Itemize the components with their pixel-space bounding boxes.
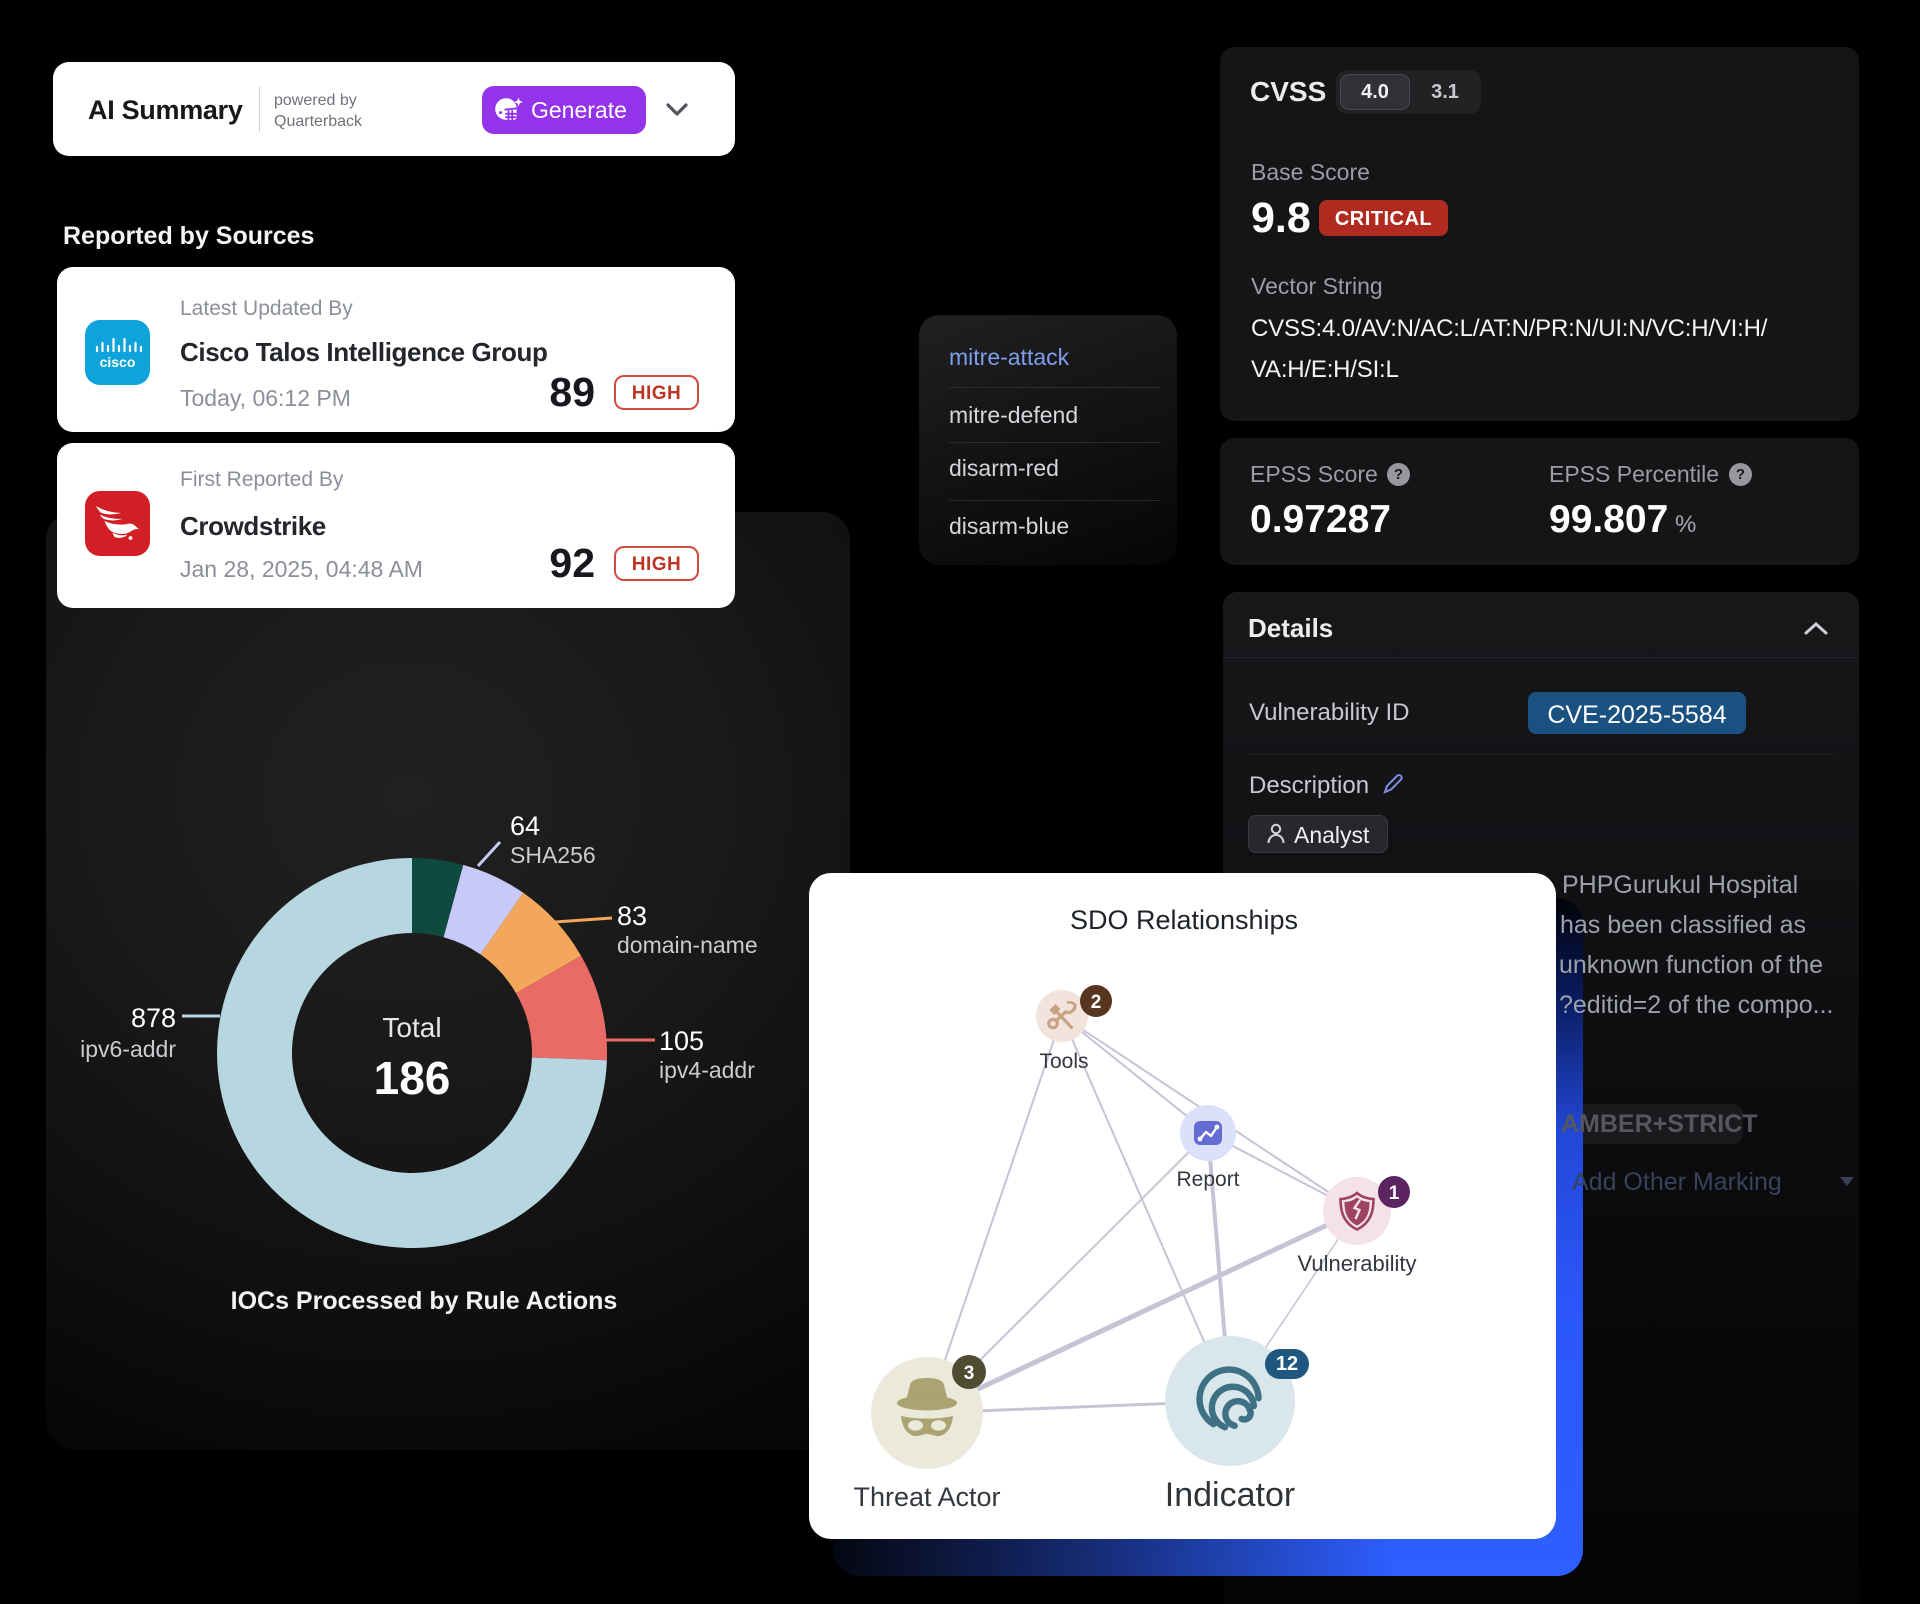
svg-text:2: 2 <box>1091 992 1102 1013</box>
svg-text:3: 3 <box>964 1363 975 1384</box>
svg-text:12: 12 <box>1276 1353 1298 1375</box>
svg-text:cisco: cisco <box>100 354 136 369</box>
svg-text:Tools: Tools <box>1039 1050 1088 1073</box>
svg-text:Vulnerability: Vulnerability <box>1297 1251 1416 1276</box>
svg-text:1: 1 <box>1389 1183 1400 1204</box>
svg-text:Report: Report <box>1176 1168 1239 1191</box>
svg-text:Threat Actor: Threat Actor <box>853 1482 1000 1512</box>
svg-text:Indicator: Indicator <box>1165 1476 1295 1514</box>
